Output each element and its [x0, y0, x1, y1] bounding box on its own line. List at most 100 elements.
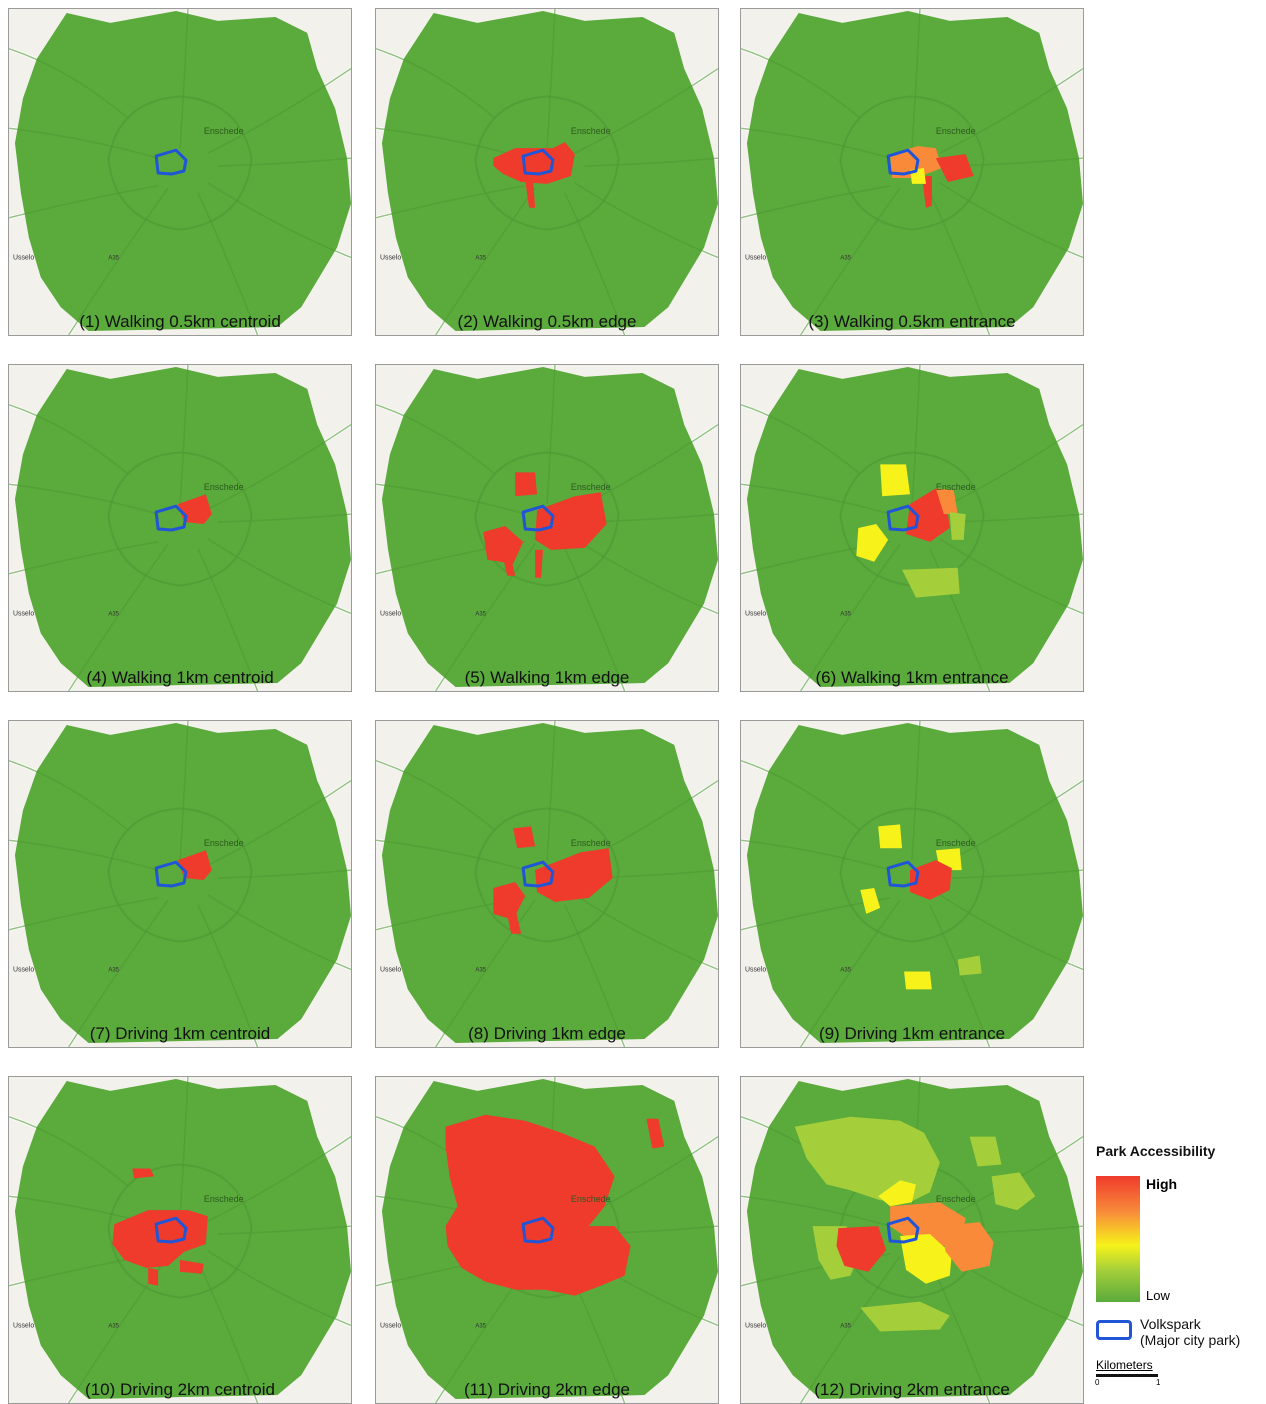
- city-road: [179, 721, 189, 861]
- city-road: [939, 424, 1083, 510]
- city-road: [949, 869, 1083, 879]
- volkspark-outline: [886, 148, 920, 176]
- scale-tick-0: 0: [1095, 1378, 1100, 1387]
- city-road: [564, 548, 626, 691]
- ring-road: [474, 95, 620, 231]
- district-label: Usselo: [380, 254, 401, 261]
- map-canvas: Enschede Usselo A35: [376, 9, 718, 335]
- road-label: A35: [840, 611, 851, 617]
- city-road: [564, 904, 626, 1047]
- road-label: A35: [840, 1323, 851, 1329]
- city-road: [939, 182, 1083, 259]
- city-road: [546, 365, 556, 505]
- accessibility-zone-low-mid: [991, 1172, 1036, 1211]
- park-outline-symbol: [1096, 1320, 1132, 1340]
- legend-high-label: High: [1146, 1176, 1178, 1192]
- accessibility-zone-high: [935, 154, 974, 182]
- road-label: A35: [108, 967, 119, 973]
- city-road: [9, 48, 129, 119]
- volkspark-outline: [521, 1216, 555, 1244]
- map-canvas: Enschede Usselo A35: [9, 365, 351, 691]
- map-panel-5: Enschede Usselo A35 (5) Walking 1km edge: [375, 364, 719, 692]
- volkspark-outline: [886, 1216, 920, 1244]
- city-road: [197, 192, 259, 335]
- panel-caption: (8) Driving 1km edge: [468, 1024, 626, 1043]
- city-road: [9, 185, 159, 219]
- accessibility-zone-high: [505, 905, 522, 934]
- city-road: [911, 9, 921, 149]
- city-road: [207, 182, 351, 259]
- city-road: [376, 483, 526, 515]
- city-road: [800, 543, 901, 691]
- city-road: [741, 185, 891, 219]
- city-road: [217, 869, 351, 879]
- volkspark-outline: [154, 148, 188, 176]
- accessibility-zone-high: [910, 860, 952, 900]
- district-label: Usselo: [13, 610, 34, 617]
- map-canvas: Enschede Usselo A35: [9, 721, 351, 1047]
- map-canvas: Enschede Usselo A35: [741, 721, 1083, 1047]
- map-canvas: Enschede Usselo A35: [9, 9, 351, 335]
- map-canvas: Enschede Usselo A35: [376, 721, 718, 1047]
- volkspark-outline: [521, 148, 555, 176]
- road-label: A35: [108, 255, 119, 261]
- panel-caption: (12) Driving 2km entrance: [814, 1380, 1010, 1399]
- accessibility-zone-mid: [878, 824, 903, 849]
- city-road: [939, 68, 1083, 154]
- city-road: [197, 1260, 259, 1403]
- panel-caption: (2) Walking 0.5km edge: [457, 312, 637, 331]
- city-road: [584, 157, 718, 167]
- legend-title: Park Accessibility: [1096, 1143, 1216, 1159]
- map-panel-9: Enschede Usselo A35 (9) Driving 1km entranc…: [740, 720, 1084, 1048]
- city-road: [9, 541, 159, 575]
- accessibility-zone-low-mid: [902, 567, 960, 598]
- accessibility-zone-high: [535, 848, 613, 902]
- accessibility-zone-high: [180, 1259, 204, 1274]
- city-road: [207, 538, 351, 615]
- accessibility-zone-low-mid: [860, 1301, 950, 1332]
- city-road: [217, 157, 351, 167]
- city-road: [207, 894, 351, 971]
- city-road: [179, 1077, 189, 1217]
- accessibility-zone-high: [836, 1226, 887, 1272]
- accessibility-zone-mid: [904, 971, 932, 990]
- city-road: [9, 1116, 129, 1187]
- town-label: Enschede: [571, 838, 611, 848]
- city-road: [546, 721, 556, 861]
- city-road: [939, 538, 1083, 615]
- town-label: Enschede: [571, 126, 611, 136]
- city-road: [207, 1250, 351, 1327]
- accessibility-zone-high: [535, 549, 544, 578]
- city-road: [179, 9, 189, 149]
- district-label: Usselo: [745, 966, 766, 973]
- map-panel-3: Enschede Usselo A35 (3) Walking 0.5km entra…: [740, 8, 1084, 336]
- panel-caption: (9) Driving 1km entrance: [818, 1024, 1006, 1043]
- city-road: [217, 513, 351, 523]
- road-label: A35: [840, 967, 851, 973]
- city-road: [435, 899, 536, 1047]
- city-road: [207, 780, 351, 866]
- city-road: [207, 424, 351, 510]
- road-label: A35: [475, 255, 486, 261]
- accessibility-zone-mid: [878, 1180, 916, 1207]
- volkspark-outline: [154, 1216, 188, 1244]
- road-label: A35: [475, 1323, 486, 1329]
- map-canvas: Enschede Usselo A35: [376, 1077, 718, 1403]
- road-label: A35: [108, 611, 119, 617]
- city-road: [741, 483, 891, 515]
- road-label: A35: [475, 611, 486, 617]
- district-label: Usselo: [380, 966, 401, 973]
- city-road: [929, 548, 991, 691]
- city-road: [68, 187, 169, 335]
- accessibility-zone-mid: [880, 464, 911, 497]
- town-label: Enschede: [204, 1194, 244, 1204]
- map-panel-6: Enschede Usselo A35 (6) Walking 1km entranc…: [740, 364, 1084, 692]
- accessibility-zone-high: [501, 549, 516, 576]
- district-label: Usselo: [745, 1322, 766, 1329]
- city-road: [564, 192, 626, 335]
- ring-road: [107, 1163, 253, 1299]
- map-canvas: Enschede Usselo A35: [741, 365, 1083, 691]
- panel-caption: (10) Driving 2km centroid: [85, 1380, 275, 1399]
- city-road: [741, 839, 891, 871]
- city-road: [939, 894, 1083, 971]
